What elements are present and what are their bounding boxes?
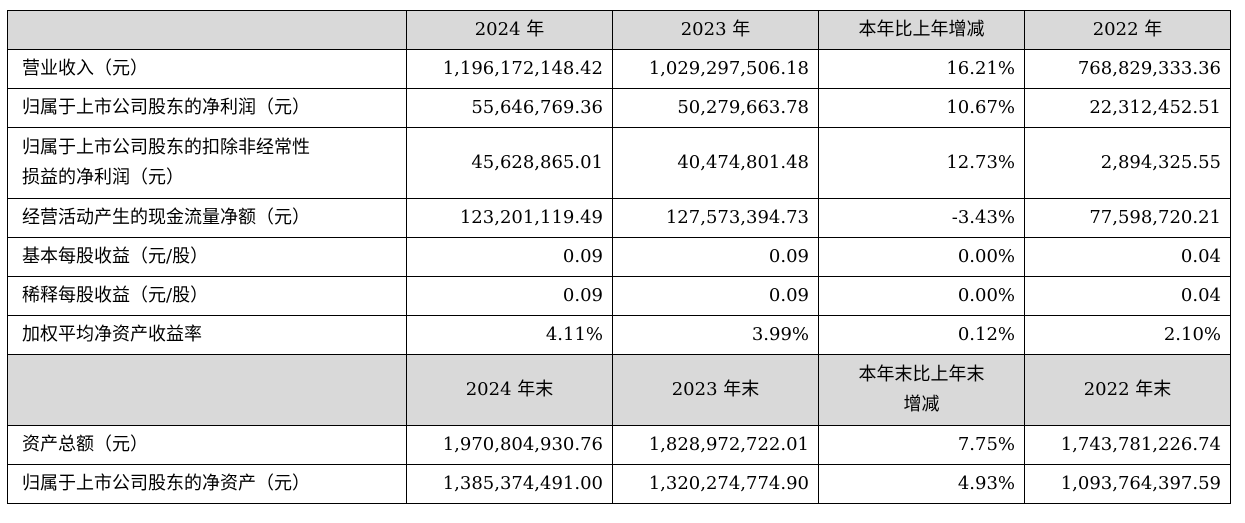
header-line: 增减 bbox=[903, 394, 940, 415]
cell-value: 1,093,764,397.59 bbox=[1024, 464, 1231, 504]
row-label: 经营活动产生的现金流量净额（元） bbox=[7, 198, 407, 238]
cell-value: 0.00% bbox=[818, 276, 1025, 316]
row-label-line: 归属于上市公司股东的扣除非经常性 bbox=[22, 137, 310, 158]
table-header-row: 2024 年 2023 年 本年比上年增减 2022 年 bbox=[7, 10, 1231, 50]
cell-value: 4.93% bbox=[818, 464, 1025, 504]
cell-value: 16.21% bbox=[818, 49, 1025, 89]
cell-value: 55,646,769.36 bbox=[406, 88, 613, 128]
row-label: 营业收入（元） bbox=[7, 49, 407, 89]
cell-value: 7.75% bbox=[818, 425, 1025, 465]
cell-value: 0.09 bbox=[612, 276, 819, 316]
table-row: 资产总额（元） 1,970,804,930.76 1,828,972,722.0… bbox=[7, 425, 1231, 465]
financial-data-table-container: 2024 年 2023 年 本年比上年增减 2022 年 营业收入（元） 1,1… bbox=[7, 10, 1231, 504]
table-row: 归属于上市公司股东的净资产（元） 1,385,374,491.00 1,320,… bbox=[7, 464, 1231, 504]
cell-value: 2,894,325.55 bbox=[1024, 127, 1231, 199]
row-label: 资产总额（元） bbox=[7, 425, 407, 465]
financial-data-table: 2024 年 2023 年 本年比上年增减 2022 年 营业收入（元） 1,1… bbox=[7, 10, 1231, 504]
header-cell-change-end: 本年末比上年末 增减 bbox=[818, 354, 1025, 426]
table-row: 归属于上市公司股东的净利润（元） 55,646,769.36 50,279,66… bbox=[7, 88, 1231, 128]
header-cell-change: 本年比上年增减 bbox=[818, 10, 1025, 50]
cell-value: 0.04 bbox=[1024, 276, 1231, 316]
row-label: 归属于上市公司股东的扣除非经常性 损益的净利润（元） bbox=[7, 127, 407, 199]
table-row: 经营活动产生的现金流量净额（元） 123,201,119.49 127,573,… bbox=[7, 198, 1231, 238]
row-label: 稀释每股收益（元/股） bbox=[7, 276, 407, 316]
cell-value: 1,743,781,226.74 bbox=[1024, 425, 1231, 465]
cell-value: 3.99% bbox=[612, 315, 819, 355]
row-label: 基本每股收益（元/股） bbox=[7, 237, 407, 277]
cell-value: 127,573,394.73 bbox=[612, 198, 819, 238]
row-label: 归属于上市公司股东的净资产（元） bbox=[7, 464, 407, 504]
row-label: 归属于上市公司股东的净利润（元） bbox=[7, 88, 407, 128]
cell-value: -3.43% bbox=[818, 198, 1025, 238]
cell-value: 0.12% bbox=[818, 315, 1025, 355]
table-row: 基本每股收益（元/股） 0.09 0.09 0.00% 0.04 bbox=[7, 237, 1231, 277]
cell-value: 0.09 bbox=[612, 237, 819, 277]
cell-value: 45,628,865.01 bbox=[406, 127, 613, 199]
cell-value: 50,279,663.78 bbox=[612, 88, 819, 128]
header-line: 本年末比上年末 bbox=[858, 364, 985, 385]
cell-value: 0.04 bbox=[1024, 237, 1231, 277]
table-row: 加权平均净资产收益率 4.11% 3.99% 0.12% 2.10% bbox=[7, 315, 1231, 355]
cell-value: 1,320,274,774.90 bbox=[612, 464, 819, 504]
header-cell-2024: 2024 年 bbox=[406, 10, 613, 50]
cell-value: 12.73% bbox=[818, 127, 1025, 199]
cell-value: 1,196,172,148.42 bbox=[406, 49, 613, 89]
cell-value: 1,970,804,930.76 bbox=[406, 425, 613, 465]
table-row: 稀释每股收益（元/股） 0.09 0.09 0.00% 0.04 bbox=[7, 276, 1231, 316]
header-cell-2024-end: 2024 年末 bbox=[406, 354, 613, 426]
cell-value: 0.09 bbox=[406, 237, 613, 277]
table-row: 营业收入（元） 1,196,172,148.42 1,029,297,506.1… bbox=[7, 49, 1231, 89]
header-cell-2023: 2023 年 bbox=[612, 10, 819, 50]
cell-value: 0.00% bbox=[818, 237, 1025, 277]
cell-value: 2.10% bbox=[1024, 315, 1231, 355]
row-label-line: 损益的净利润（元） bbox=[22, 167, 184, 188]
header-blank-cell bbox=[7, 354, 407, 426]
cell-value: 22,312,452.51 bbox=[1024, 88, 1231, 128]
cell-value: 0.09 bbox=[406, 276, 613, 316]
header-cell-2023-end: 2023 年末 bbox=[612, 354, 819, 426]
cell-value: 1,828,972,722.01 bbox=[612, 425, 819, 465]
header-cell-2022: 2022 年 bbox=[1024, 10, 1231, 50]
cell-value: 1,385,374,491.00 bbox=[406, 464, 613, 504]
cell-value: 40,474,801.48 bbox=[612, 127, 819, 199]
cell-value: 768,829,333.36 bbox=[1024, 49, 1231, 89]
cell-value: 77,598,720.21 bbox=[1024, 198, 1231, 238]
cell-value: 4.11% bbox=[406, 315, 613, 355]
cell-value: 1,029,297,506.18 bbox=[612, 49, 819, 89]
table-row: 归属于上市公司股东的扣除非经常性 损益的净利润（元） 45,628,865.01… bbox=[7, 127, 1231, 199]
table-header-row: 2024 年末 2023 年末 本年末比上年末 增减 2022 年末 bbox=[7, 354, 1231, 426]
header-blank-cell bbox=[7, 10, 407, 50]
cell-value: 123,201,119.49 bbox=[406, 198, 613, 238]
header-cell-2022-end: 2022 年末 bbox=[1024, 354, 1231, 426]
row-label: 加权平均净资产收益率 bbox=[7, 315, 407, 355]
cell-value: 10.67% bbox=[818, 88, 1025, 128]
